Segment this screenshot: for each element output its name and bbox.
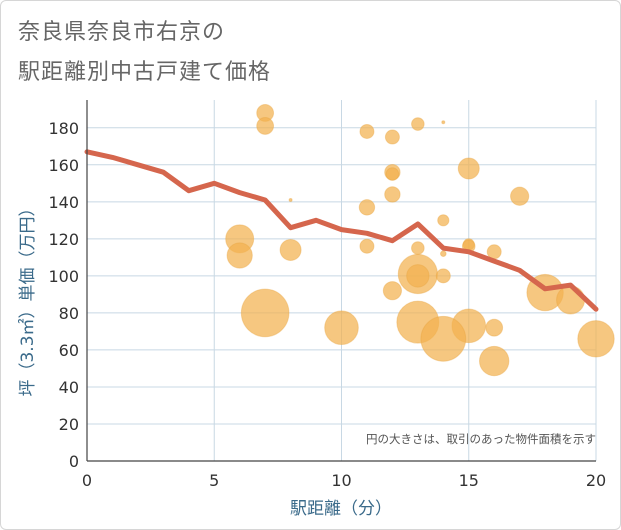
y-tick-label: 60: [59, 341, 79, 360]
bubble-point: [479, 345, 510, 377]
bubble-point: [411, 117, 425, 131]
y-axis-label: 坪（3.3㎡）単価（万円）: [18, 199, 38, 396]
y-tick-label: 100: [48, 267, 79, 286]
bubble-point: [435, 268, 451, 284]
bubble-point: [437, 214, 450, 227]
y-tick-label: 120: [48, 230, 79, 249]
axes: 0 5 10 15 20 0 20 40 60 80 100 120 140 160 180: [48, 100, 606, 490]
bubble-point: [441, 120, 446, 125]
bubble-point: [279, 238, 302, 261]
y-tick-label: 80: [59, 304, 79, 323]
bubble-point: [384, 129, 400, 145]
y-tick-label: 140: [48, 193, 79, 212]
average-price-line: [84, 149, 599, 312]
size-annotation: 円の大きさは、取引のあった物件面積を示す: [366, 432, 596, 446]
x-tick-label: 5: [209, 471, 219, 490]
bubble-point: [359, 123, 375, 139]
bubble-point: [385, 167, 400, 181]
bubble-point: [556, 285, 586, 315]
chart-title-line1: 奈良県奈良市右京の: [18, 20, 226, 45]
bubble-point: [577, 320, 615, 358]
y-tick-label: 180: [48, 119, 79, 138]
y-tick-label: 20: [59, 415, 79, 434]
bubble-point: [359, 238, 375, 254]
bubble-point: [324, 310, 359, 346]
bubble-point: [420, 315, 467, 362]
x-tick-label: 15: [459, 471, 479, 490]
y-tick-label: 40: [59, 378, 79, 397]
bubble-point: [256, 117, 275, 135]
bubble-point: [384, 186, 401, 203]
x-axis-label: 駅距離（分）: [290, 499, 392, 519]
bubble-point: [358, 199, 376, 216]
bubble-point: [440, 250, 447, 257]
bubble-point: [457, 157, 480, 180]
bubble-point: [288, 197, 293, 202]
bubble-point: [485, 318, 504, 337]
chart-title-line2: 駅距離別中古戸建て価格: [18, 60, 272, 85]
bubble-point: [382, 281, 402, 301]
bubble-point: [406, 264, 430, 288]
x-tick-label: 0: [82, 471, 92, 490]
bubble-point: [226, 242, 253, 269]
x-tick-label: 20: [586, 471, 606, 490]
y-tick-label: 0: [69, 452, 79, 471]
grid: [86, 100, 597, 462]
bubble-point: [411, 241, 425, 255]
bubble-layer: [225, 104, 615, 377]
x-tick-label: 10: [331, 471, 351, 490]
bubble-point: [240, 288, 290, 338]
y-tick-label: 160: [48, 156, 79, 175]
bubble-point: [510, 186, 530, 206]
